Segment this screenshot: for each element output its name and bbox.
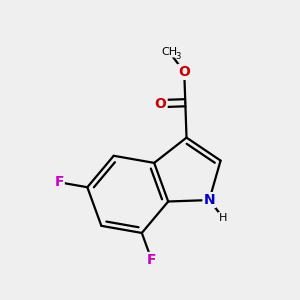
Text: O: O (155, 97, 167, 111)
Text: F: F (54, 175, 64, 189)
Text: CH: CH (161, 47, 177, 57)
Text: H: H (219, 213, 227, 223)
Text: N: N (203, 193, 215, 207)
Text: 3: 3 (175, 52, 181, 61)
Text: F: F (147, 253, 156, 267)
Text: O: O (178, 65, 190, 79)
